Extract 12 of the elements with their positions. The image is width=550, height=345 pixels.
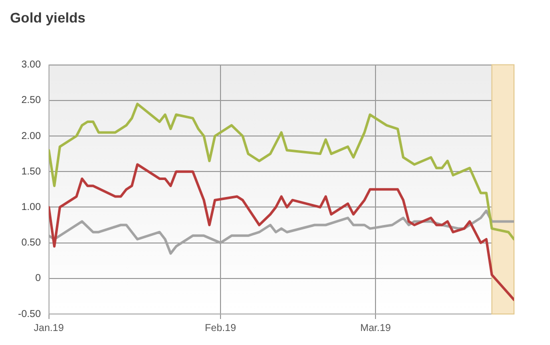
y-tick-label: 2.00 xyxy=(21,130,42,142)
y-tick-label: 0.50 xyxy=(21,238,42,249)
x-tick-label: Mar.19 xyxy=(360,322,392,334)
y-tick-label: 1.50 xyxy=(21,166,42,178)
y-tick-label: 2.50 xyxy=(21,95,42,106)
y-tick-label: -0.50 xyxy=(18,308,42,320)
x-tick-label: Jan.19 xyxy=(34,322,64,334)
y-tick-label: 1.00 xyxy=(21,202,42,213)
y-tick-label: 0 xyxy=(35,273,42,284)
y-tick-label: 3.00 xyxy=(21,60,42,71)
chart-title: Gold yields xyxy=(10,9,86,26)
x-tick-label: Feb.19 xyxy=(204,322,236,334)
